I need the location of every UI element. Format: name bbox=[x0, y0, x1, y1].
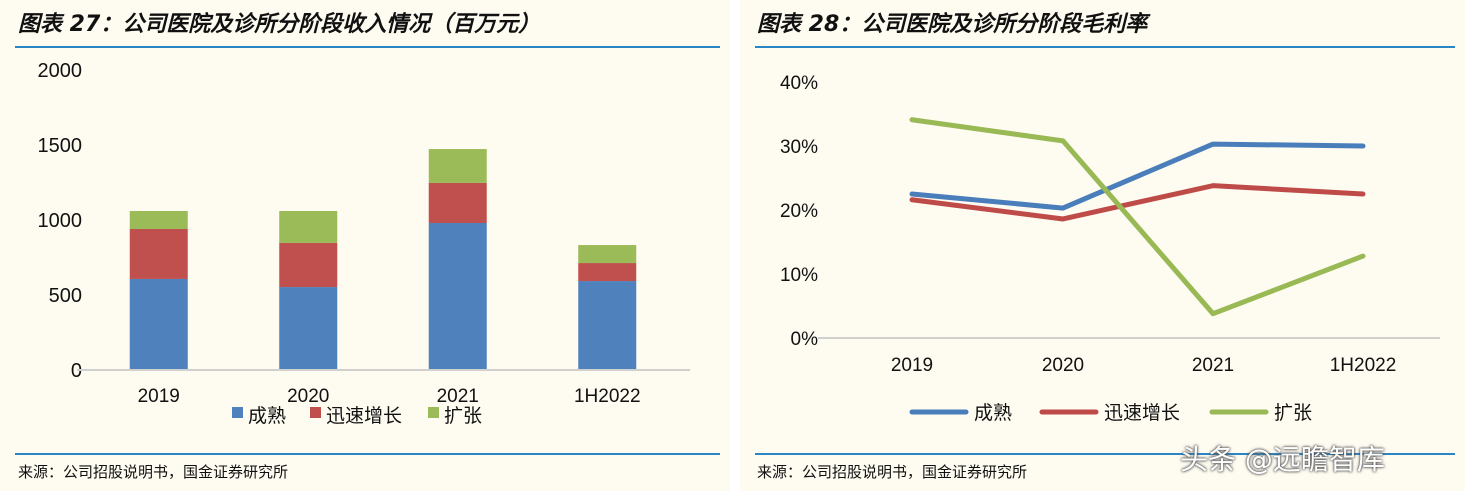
x-tick-label: 2021 bbox=[1192, 355, 1234, 376]
x-tick-label: 2021 bbox=[437, 386, 479, 407]
y-tick-label: 40% bbox=[780, 73, 818, 94]
legend-label: 迅速增长 bbox=[1104, 402, 1180, 424]
bar-迅速增长-2019 bbox=[129, 229, 188, 279]
y-tick-label: 20% bbox=[780, 201, 818, 222]
y-tick-label: 500 bbox=[49, 285, 82, 307]
y-tick-label: 1000 bbox=[38, 210, 83, 232]
bar-扩张-2019 bbox=[129, 211, 188, 229]
bar-扩张-2020 bbox=[279, 211, 338, 243]
y-tick-label: 0 bbox=[71, 360, 82, 382]
bar-迅速增长-1H2022 bbox=[578, 263, 637, 282]
legend-label: 成熟 bbox=[248, 405, 286, 427]
bar-迅速增长-2020 bbox=[279, 242, 338, 288]
x-tick-label: 1H2022 bbox=[574, 386, 641, 407]
title-rule-left bbox=[15, 46, 720, 48]
source-rule-left bbox=[15, 453, 720, 455]
line-series-扩张 bbox=[909, 117, 1366, 317]
y-tick-label: 2000 bbox=[38, 60, 83, 82]
x-tick-label: 2020 bbox=[1042, 355, 1084, 376]
y-tick-label: 10% bbox=[780, 265, 818, 286]
y-tick-label: 1500 bbox=[38, 135, 83, 157]
legend-label: 扩张 bbox=[1274, 402, 1312, 424]
line-series-迅速增长 bbox=[909, 183, 1366, 222]
x-tick-label: 2019 bbox=[891, 355, 933, 376]
bar-成熟-2021 bbox=[428, 223, 487, 370]
legend-swatch bbox=[310, 407, 321, 418]
bar-成熟-2020 bbox=[279, 287, 338, 370]
x-tick-label: 2019 bbox=[138, 386, 180, 407]
legend-label: 扩张 bbox=[444, 405, 482, 427]
y-tick-label: 0% bbox=[791, 329, 819, 350]
legend-swatch bbox=[232, 407, 243, 418]
chart-27-source: 来源：公司招股说明书，国金证券研究所 bbox=[18, 463, 289, 481]
chart-28-source: 来源：公司招股说明书，国金证券研究所 bbox=[757, 463, 1028, 481]
bar-扩张-1H2022 bbox=[578, 245, 637, 264]
legend-swatch bbox=[428, 407, 439, 418]
line-series-成熟 bbox=[909, 141, 1366, 211]
right-panel bbox=[740, 0, 1465, 491]
bar-扩张-2021 bbox=[428, 149, 487, 183]
x-tick-label: 1H2022 bbox=[1330, 355, 1397, 376]
title-rule-right bbox=[755, 46, 1455, 48]
y-tick-label: 30% bbox=[780, 137, 818, 158]
chart-27-title: 图表 27：公司医院及诊所分阶段收入情况（百万元） bbox=[18, 12, 541, 37]
bar-成熟-2019 bbox=[129, 278, 188, 370]
watermark: 头条 @远瞻智库 bbox=[1180, 443, 1385, 476]
legend-label: 迅速增长 bbox=[326, 405, 402, 427]
bar-成熟-1H2022 bbox=[578, 281, 637, 370]
chart-28-title: 图表 28：公司医院及诊所分阶段毛利率 bbox=[757, 12, 1148, 37]
legend-label: 成熟 bbox=[974, 402, 1012, 424]
bar-迅速增长-2021 bbox=[428, 182, 487, 223]
x-tick-label: 2020 bbox=[287, 386, 329, 407]
source-rule-right bbox=[755, 453, 1455, 455]
